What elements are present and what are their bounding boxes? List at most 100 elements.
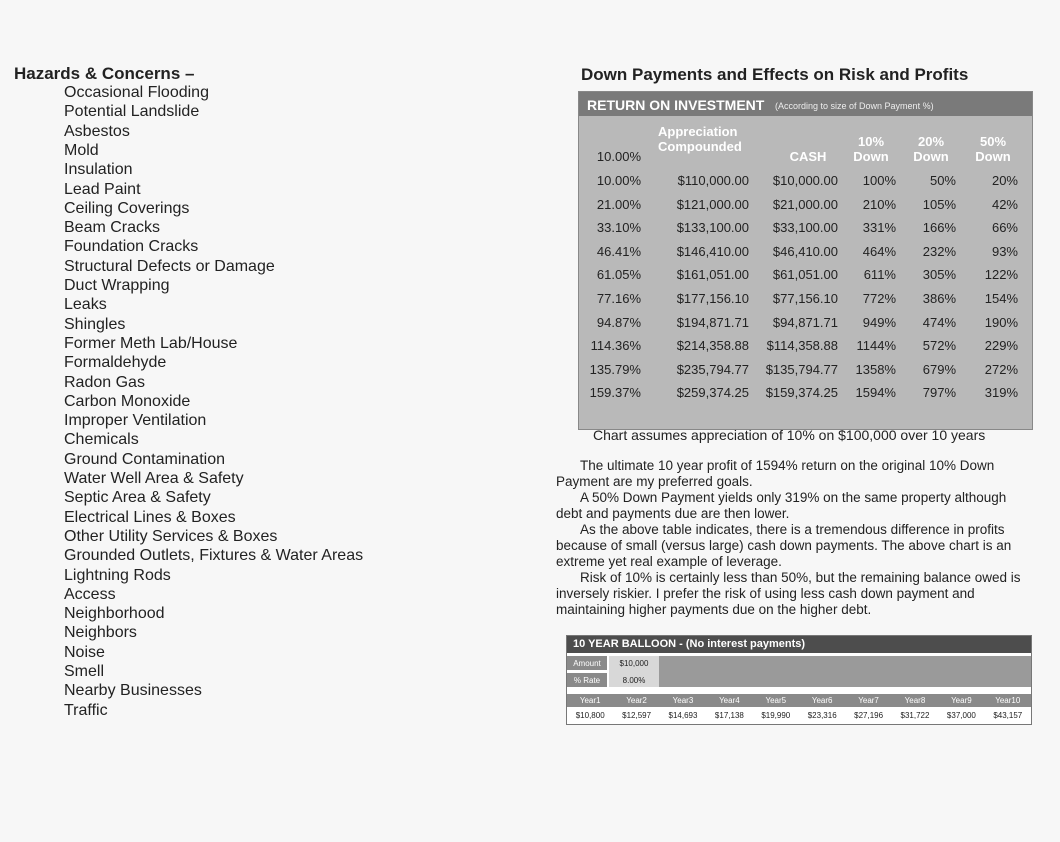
roi-cell: 319% xyxy=(984,385,1018,401)
hazard-item: Electrical Lines & Boxes xyxy=(64,508,236,526)
roi-cell: $177,156.10 xyxy=(676,291,749,306)
right-title: Down Payments and Effects on Risk and Pr… xyxy=(581,65,969,84)
roi-cell: 20% xyxy=(991,173,1018,188)
year-label: Year7 xyxy=(858,696,879,705)
hazard-item: Traffic xyxy=(64,701,108,719)
year-label: Year4 xyxy=(719,696,740,705)
hazard-item: Leaks xyxy=(64,296,107,314)
roi-cell: $159,374.25 xyxy=(765,385,838,401)
roi-title: RETURN ON INVESTMENT xyxy=(587,97,765,113)
hazard-item: Chemicals xyxy=(64,431,139,449)
year-value: $31,722 xyxy=(900,711,930,720)
year-label: Year5 xyxy=(765,696,787,705)
balloon-title-bar: 10 YEAR BALLOON - (No interest payments) xyxy=(567,636,1031,653)
hazard-item: Water Well Area & Safety xyxy=(64,470,244,487)
hazard-item: Neighbors xyxy=(64,624,137,642)
roi-cell: 1144% xyxy=(856,338,896,354)
amount-label: Amount xyxy=(573,659,601,668)
year-value: $10,800 xyxy=(575,711,605,720)
roi-cell: 229% xyxy=(984,338,1018,354)
hazard-item: Ceiling Coverings xyxy=(64,199,190,217)
year-value: $12,597 xyxy=(622,711,652,720)
roi-cell: $194,871.71 xyxy=(676,314,749,330)
roi-cell: $61,051.00 xyxy=(772,267,838,283)
hazard-item: Ground Contamination xyxy=(64,450,225,468)
roi-cell: $214,358.88 xyxy=(676,338,749,354)
roi-cell: $10,000.00 xyxy=(772,173,838,188)
roi-cell: 33.10% xyxy=(596,220,641,236)
year-value: $17,138 xyxy=(714,711,744,720)
hazard-item: Insulation xyxy=(64,161,133,179)
roi-header-bar: RETURN ON INVESTMENT (According to size … xyxy=(579,92,1032,116)
roi-cell: $77,156.10 xyxy=(772,291,838,306)
roi-cell: 797% xyxy=(922,385,956,401)
year-label: Year3 xyxy=(672,696,694,705)
roi-cell: 166% xyxy=(922,220,956,236)
roi-cell: 135.79% xyxy=(589,361,641,377)
hazard-item: Improper Ventilation xyxy=(64,412,207,430)
roi-cell: 272% xyxy=(984,361,1018,377)
roi-table: RETURN ON INVESTMENT (According to size … xyxy=(578,91,1033,430)
roi-cell: $121,000.00 xyxy=(676,196,749,212)
roi-header-cell: 50% Down xyxy=(975,134,1011,164)
roi-cell: $114,358.88 xyxy=(766,338,838,354)
hazard-item: Grounded Outlets, Fixtures & Water Areas xyxy=(64,547,364,565)
year-label: Year1 xyxy=(579,696,601,705)
hazard-item: Structural Defects or Damage xyxy=(64,257,275,275)
year-label: Year2 xyxy=(626,696,647,705)
year-value: $19,990 xyxy=(761,711,791,720)
hazard-item: Beam Cracks xyxy=(64,219,161,237)
roi-cell: 949% xyxy=(862,314,896,330)
roi-cell: 232% xyxy=(922,243,956,259)
roi-cell: 386% xyxy=(922,291,956,306)
roi-cell: 331% xyxy=(862,220,896,236)
hazard-item: Septic Area & Safety xyxy=(64,489,211,507)
roi-cell: 114.36% xyxy=(590,338,641,354)
roi-cell: 159.37% xyxy=(589,385,641,401)
hazard-item: Nearby Businesses xyxy=(64,682,202,700)
roi-cell: 1358% xyxy=(855,361,896,377)
year-label: Year9 xyxy=(951,696,972,705)
roi-cell: $161,051.00 xyxy=(676,267,749,283)
roi-cell: 474% xyxy=(922,314,956,330)
value-cell xyxy=(609,656,659,687)
year-label: Year6 xyxy=(811,696,833,705)
roi-cell: $94,871.71 xyxy=(772,314,838,330)
roi-header-cell: 20% Down xyxy=(913,134,949,164)
roi-cell: $21,000.00 xyxy=(772,196,838,212)
label-cell xyxy=(567,656,607,670)
roi-header-cell: 10.00% xyxy=(596,149,641,164)
rate-label: % Rate xyxy=(573,676,601,685)
value-cell xyxy=(609,656,1031,687)
roi-cell: 210% xyxy=(862,196,896,212)
roi-cell: 100% xyxy=(862,173,896,188)
hazard-item: Smell xyxy=(64,663,105,680)
roi-cell: 1594% xyxy=(855,385,896,401)
roi-cell: $133,100.00 xyxy=(676,220,749,236)
hazard-item: Asbestos xyxy=(64,122,130,140)
hazard-item: Lead Paint xyxy=(64,180,141,198)
rate: 8.00% xyxy=(622,676,646,685)
year-label: Year8 xyxy=(904,696,926,705)
year-value: $23,316 xyxy=(807,711,837,720)
year-value: $27,196 xyxy=(854,711,884,720)
roi-cell: 772% xyxy=(862,291,896,306)
year-label: Year10 xyxy=(995,696,1021,705)
hazard-item: Foundation Cracks xyxy=(64,238,199,256)
hazard-item: Noise xyxy=(64,643,105,661)
balloon-table: 10 YEAR BALLOON - (No interest payments)… xyxy=(566,635,1032,725)
balloon-title: 10 YEAR BALLOON - (No interest payments) xyxy=(573,638,806,650)
roi-cell: 679% xyxy=(922,361,956,377)
hazard-item: Duct Wrapping xyxy=(64,277,170,294)
roi-cell: $33,100.00 xyxy=(772,220,838,236)
hazard-item: Access xyxy=(64,585,116,603)
year-value: $37,000 xyxy=(946,711,976,720)
hazard-item: Radon Gas xyxy=(64,373,145,391)
roi-cell: 572% xyxy=(922,338,956,354)
hazard-item: Former Meth Lab/House xyxy=(64,334,238,352)
roi-cell: 10.00% xyxy=(596,173,641,188)
roi-cell: 50% xyxy=(929,173,956,188)
roi-cell: $135,794.77 xyxy=(765,361,838,377)
hazard-item: Potential Landslide xyxy=(64,103,200,121)
